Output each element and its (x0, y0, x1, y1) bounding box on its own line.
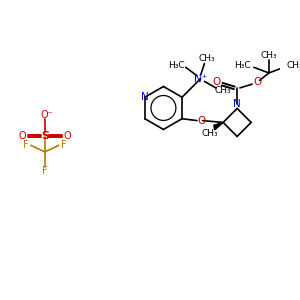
Text: N⁺: N⁺ (194, 74, 207, 84)
Text: F: F (23, 140, 29, 150)
Text: O⁻: O⁻ (40, 110, 53, 119)
Text: O: O (254, 77, 262, 87)
Text: F: F (42, 166, 48, 176)
Text: H₃C: H₃C (234, 61, 251, 70)
Text: O: O (19, 131, 26, 141)
Text: H₃C: H₃C (168, 61, 185, 70)
Text: S: S (41, 131, 49, 141)
Polygon shape (214, 122, 223, 130)
Text: CH₃: CH₃ (261, 51, 277, 60)
Text: N: N (141, 92, 149, 102)
Text: CH₃: CH₃ (202, 129, 218, 138)
Text: CH₃: CH₃ (198, 54, 214, 63)
Text: CH₃: CH₃ (287, 61, 300, 70)
Text: O: O (197, 116, 206, 126)
Text: O: O (63, 131, 71, 141)
Text: CH₃: CH₃ (215, 86, 231, 95)
Text: O: O (212, 77, 221, 87)
Text: F: F (61, 140, 66, 150)
Text: N: N (233, 99, 241, 109)
